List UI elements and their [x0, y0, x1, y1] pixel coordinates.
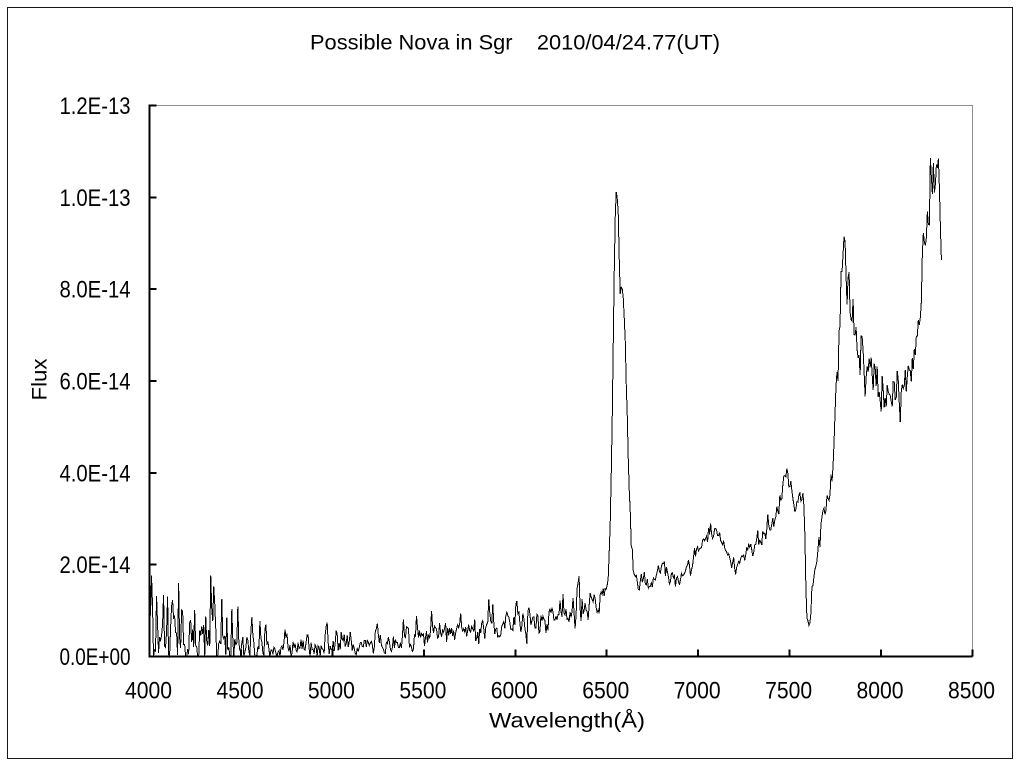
x-tick-label: 7000: [674, 678, 721, 705]
y-tick-label: 1.0E-13: [60, 185, 131, 212]
x-tick-label: 4500: [216, 678, 263, 705]
x-tick-label: 5500: [399, 678, 446, 705]
y-tick-label: 6.0E-14: [60, 369, 131, 396]
x-tick-label: 8500: [948, 678, 995, 705]
x-tick-label: 6000: [491, 678, 538, 705]
axis-tick-labels: 4000 4500 5000 5500 6000 6500 7000 7500 8000 8500…: [60, 93, 996, 705]
spectrum-line-group: [149, 157, 942, 659]
x-tick-label: 4000: [125, 678, 172, 705]
x-tick-label: 7500: [765, 678, 812, 705]
y-tick-label: 1.2E-13: [60, 93, 131, 120]
chart-outer-border: [7, 7, 1013, 759]
y-axis-title: Flux: [28, 358, 52, 400]
x-tick-label: 6500: [582, 678, 629, 705]
y-tick-label: 2.0E-14: [60, 552, 131, 579]
x-axis-title: Wavelength(Å): [489, 709, 645, 733]
y-tick-label: 4.0E-14: [60, 460, 131, 487]
spectrum-line: [149, 157, 942, 659]
x-tick-label: 8000: [857, 678, 904, 705]
y-tick-label: 8.0E-14: [60, 277, 131, 304]
chart-title: Possible Nova in Sgr 2010/04/24.77(UT): [310, 31, 720, 55]
x-tick-label: 5000: [308, 678, 355, 705]
y-tick-label: 0.0E+00: [60, 644, 131, 671]
axis-ticks: [148, 104, 974, 658]
